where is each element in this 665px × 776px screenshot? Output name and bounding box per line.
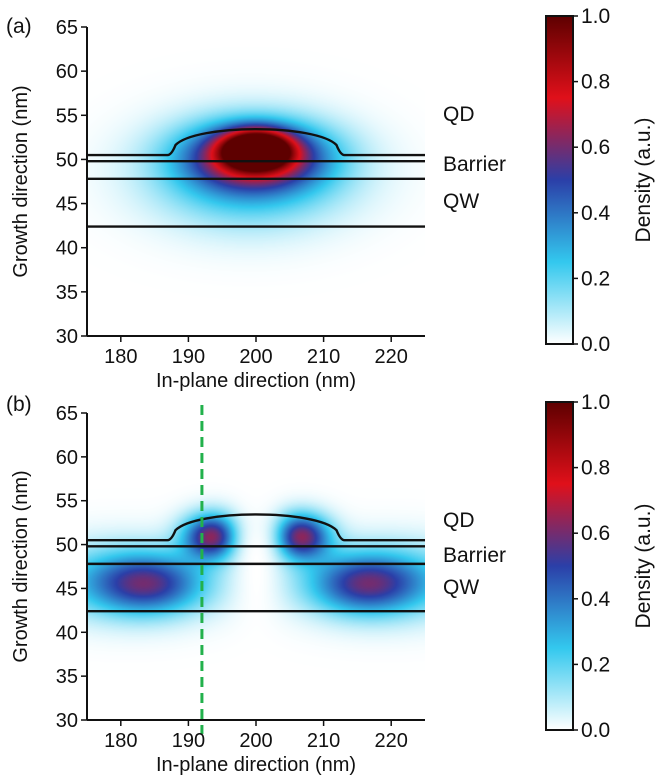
colorbar-tick-label: 0.2: [581, 267, 610, 290]
panel-label: (a): [6, 15, 32, 38]
panel-a: 30 35 40 45 50 55 60 65 180 190 200 210 220 In-plane …: [6, 5, 655, 392]
y-tick-label: 30: [56, 710, 78, 732]
y-axis-label: Growth direction (nm): [10, 85, 32, 277]
x-tick-label: 200: [239, 730, 272, 752]
y-tick-label: 50: [56, 535, 78, 557]
x-tick-label: 180: [104, 730, 137, 752]
qd-region-label: QD: [443, 509, 475, 532]
x-axis-label: In-plane direction (nm): [156, 370, 356, 392]
colorbar-tick-label: 0.8: [581, 71, 610, 94]
y-tick-label: 50: [56, 149, 78, 171]
y-tick-label: 40: [56, 622, 78, 644]
x-tick-label: 200: [239, 346, 272, 368]
colorbar-tick-label: 0.0: [581, 719, 610, 742]
colorbar-tick-label: 1.0: [581, 5, 610, 28]
barrier-region-label: Barrier: [443, 153, 506, 176]
y-tick-label: 40: [56, 238, 78, 260]
colorbar-tick-label: 0.2: [581, 653, 610, 676]
colorbar-tick-label: 0.8: [581, 457, 610, 480]
qd-region-label: QD: [443, 103, 475, 126]
x-tick-label: 220: [375, 730, 408, 752]
y-axis-label: Growth direction (nm): [10, 470, 32, 662]
colorbar-tick-label: 1.0: [581, 391, 610, 414]
colorbar-tick-label: 0.6: [581, 522, 610, 545]
y-tick-label: 65: [56, 17, 78, 39]
colorbar-label: Density (a.u.): [632, 504, 655, 629]
panel-label: (b): [6, 393, 32, 416]
quantum-dot-outline: [87, 513, 425, 542]
y-tick-label: 30: [56, 326, 78, 348]
y-tick-label: 35: [56, 666, 78, 688]
y-tick-label: 60: [56, 447, 78, 469]
x-tick-label: 180: [104, 346, 137, 368]
density-heatmap: [87, 413, 425, 720]
colorbar: [545, 15, 574, 345]
x-tick-label: 220: [375, 346, 408, 368]
quantum-dot-outline: [87, 127, 425, 157]
x-tick-label: 190: [172, 730, 205, 752]
x-axis-label: In-plane direction (nm): [156, 754, 356, 776]
colorbar: [545, 401, 574, 731]
x-tick-label: 210: [307, 346, 340, 368]
y-tick-label: 55: [56, 105, 78, 127]
colorbar-tick-label: 0.0: [581, 333, 610, 356]
qw-region-label: QW: [443, 576, 479, 599]
x-tick-label: 210: [307, 730, 340, 752]
y-tick-label: 45: [56, 578, 78, 600]
y-tick-label: 65: [56, 403, 78, 425]
panel-b: 30 35 40 45 50 55 60 65 180 190 200 210 220 In-plane …: [6, 391, 655, 776]
x-tick-label: 190: [172, 346, 205, 368]
y-tick-label: 45: [56, 194, 78, 216]
qw-region-label: QW: [443, 190, 479, 213]
barrier-region-label: Barrier: [443, 544, 506, 567]
y-tick-label: 55: [56, 491, 78, 513]
y-tick-label: 35: [56, 282, 78, 304]
density-heatmap: [87, 27, 425, 336]
colorbar-tick-label: 0.4: [581, 588, 611, 611]
colorbar-label: Density (a.u.): [632, 118, 655, 243]
colorbar-tick-label: 0.4: [581, 202, 611, 225]
colorbar-tick-label: 0.6: [581, 136, 610, 159]
y-tick-label: 60: [56, 61, 78, 83]
